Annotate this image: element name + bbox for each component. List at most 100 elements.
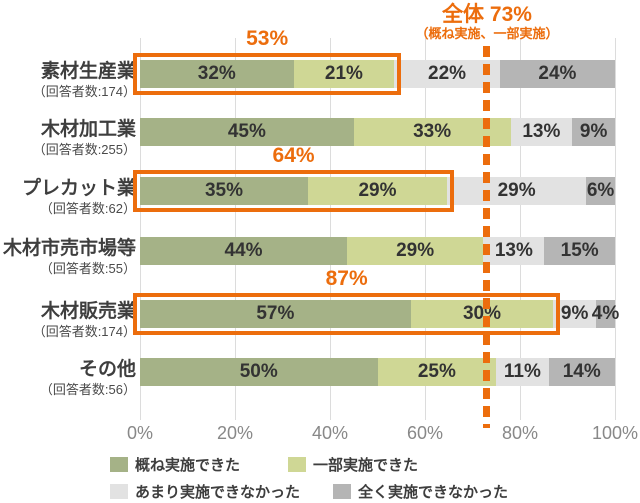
legend-swatch <box>110 484 128 499</box>
legend-swatch <box>333 484 351 499</box>
bar-segment: 57% <box>140 300 411 328</box>
stacked-bar: 57% 30% 9% 4% <box>140 300 619 328</box>
respondent-count: （回答者数:55） <box>39 260 136 276</box>
bar-segment: 22% <box>394 60 500 88</box>
category-label: 木材加工業 （回答者数:255） <box>0 119 136 157</box>
category-name: プレカット業 <box>21 178 136 199</box>
segment-value-label: 25% <box>417 361 456 382</box>
legend-label: 概ね実施できた <box>135 457 241 474</box>
legend-label: 全く実施できなかった <box>358 484 509 501</box>
segment-value-label: 44% <box>224 240 263 261</box>
segment-value-label: 50% <box>239 361 278 382</box>
grid-line <box>235 38 236 420</box>
stacked-bar: 50% 25% 11% 14% <box>140 358 615 386</box>
bar-segment: 45% <box>140 118 354 146</box>
highlight-box <box>133 170 455 212</box>
category-label: 木材販売業 （回答者数:174） <box>0 301 136 339</box>
bar-segment: 25% <box>377 358 497 386</box>
bar-segment: 44% <box>140 237 347 265</box>
grid-line <box>615 38 616 420</box>
bar-segment: 9% <box>572 118 615 146</box>
legend-label: あまり実施できなかった <box>135 484 301 501</box>
highlight-percentage-label: 87% <box>325 267 368 290</box>
category-name: 素材生産業 <box>40 61 136 82</box>
category-name: その他 <box>78 359 136 380</box>
bar-segment: 21% <box>293 60 395 88</box>
segment-value-label: 13% <box>522 121 561 142</box>
bar-segment: 29% <box>447 177 587 205</box>
category-label: 素材生産業 （回答者数:174） <box>0 61 136 99</box>
segment-value-label: 29% <box>358 180 397 201</box>
segment-value-label: 15% <box>560 240 599 261</box>
overall-annotation-subtitle: （概ね実施、一部実施） <box>415 26 559 42</box>
bar-segment: 4% <box>592 300 619 328</box>
legend-swatch <box>288 457 306 472</box>
respondent-count: （回答者数:174） <box>32 83 136 99</box>
respondent-count: （回答者数:255） <box>32 141 136 157</box>
segment-value-label: 9% <box>579 121 608 142</box>
grid-line <box>140 38 141 420</box>
segment-value-label: 11% <box>503 361 541 382</box>
legend-item: 全く実施できなかった <box>333 481 508 502</box>
bar-segment: 13% <box>510 118 573 146</box>
segment-value-label: 35% <box>204 180 243 201</box>
category-name: 木材販売業 <box>40 301 136 322</box>
bar-segment: 6% <box>586 177 615 205</box>
legend-swatch <box>110 457 128 472</box>
segment-value-label: 4% <box>591 303 620 324</box>
category-name: 木材市売市場等 <box>2 238 136 259</box>
bar-segment: 29% <box>346 237 484 265</box>
category-label: 木材市売市場等 （回答者数:55） <box>0 238 136 276</box>
segment-value-label: 24% <box>538 63 577 84</box>
legend-item: あまり実施できなかった <box>110 481 300 502</box>
segment-value-label: 29% <box>497 180 536 201</box>
stacked-bar: 35% 29% 29% 6% <box>140 177 615 205</box>
segment-value-label: 9% <box>560 303 589 324</box>
segment-value-label: 57% <box>256 303 295 324</box>
segment-value-label: 21% <box>324 63 363 84</box>
highlight-percentage-label: 64% <box>272 144 315 167</box>
category-label: その他 （回答者数:56） <box>0 359 136 397</box>
overall-dashed-line <box>483 46 490 428</box>
respondent-count: （回答者数:174） <box>32 323 136 339</box>
bar-segment: 15% <box>544 237 615 265</box>
grid-line <box>330 38 331 420</box>
segment-value-label: 32% <box>197 63 236 84</box>
segment-value-label: 29% <box>396 240 435 261</box>
legend-label: 一部実施できた <box>313 457 419 474</box>
stacked-bar: 32% 21% 22% 24% <box>140 60 615 88</box>
category-name: 木材加工業 <box>40 119 136 140</box>
grid-line <box>520 38 521 420</box>
segment-value-label: 33% <box>413 121 452 142</box>
highlight-box <box>133 53 402 95</box>
bar-segment: 13% <box>483 237 545 265</box>
segment-value-label: 45% <box>227 121 266 142</box>
bar-segment: 35% <box>140 177 308 205</box>
x-tick-label: 20% <box>216 423 254 443</box>
segment-value-label: 13% <box>494 240 533 261</box>
x-tick-label: 100% <box>591 423 639 443</box>
segment-value-label: 30% <box>462 303 502 324</box>
bar-segment: 30% <box>410 300 554 328</box>
bar-segment: 14% <box>548 358 615 386</box>
segment-value-label: 22% <box>428 63 467 84</box>
x-tick-label: 80% <box>501 423 539 443</box>
x-tick-label: 60% <box>406 423 444 443</box>
bar-segment: 29% <box>307 177 448 205</box>
legend-item: 概ね実施できた <box>110 454 240 475</box>
stacked-bar: 45% 33% 13% 9% <box>140 118 615 146</box>
x-tick-label: 40% <box>311 423 349 443</box>
bar-segment: 11% <box>496 358 549 386</box>
segment-value-label: 6% <box>586 180 615 201</box>
highlight-percentage-label: 53% <box>246 27 289 50</box>
bar-segment: 32% <box>140 60 294 88</box>
stacked-bar: 44% 29% 13% 15% <box>140 237 615 265</box>
bar-segment: 9% <box>553 300 596 328</box>
highlight-box <box>133 293 561 335</box>
legend-item: 一部実施できた <box>288 454 418 475</box>
bar-segment: 50% <box>140 358 378 386</box>
segment-value-label: 14% <box>562 361 601 382</box>
overall-annotation-title: 全体 73% <box>442 3 532 26</box>
category-label: プレカット業 （回答者数:62） <box>0 178 136 216</box>
